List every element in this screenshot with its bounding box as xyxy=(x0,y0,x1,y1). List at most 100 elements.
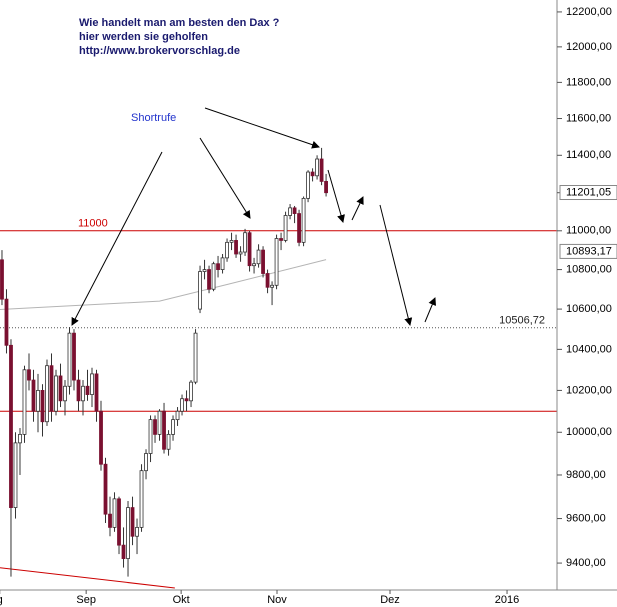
candle-body xyxy=(288,207,292,216)
candle-body xyxy=(76,379,81,402)
x-tick-label: Okt xyxy=(173,594,190,606)
candle-body xyxy=(315,158,319,177)
y-tick-label: 10400,00 xyxy=(566,343,612,355)
candle-body xyxy=(301,197,306,243)
candle-body xyxy=(211,263,216,290)
candle-body xyxy=(207,269,211,290)
candle-body xyxy=(40,390,45,423)
candle-body xyxy=(148,419,153,454)
candle-body xyxy=(279,238,283,241)
y-tick-label: 9400,00 xyxy=(566,557,606,569)
candle-body xyxy=(94,373,99,412)
candle-body xyxy=(27,369,31,381)
candle-body xyxy=(99,410,103,465)
candle-body xyxy=(90,373,94,395)
candle-body xyxy=(292,207,297,214)
candle-body xyxy=(45,365,49,423)
horizontal-line-label: 10506,72 xyxy=(499,315,545,327)
candle-body xyxy=(81,385,85,402)
x-tick-label: Sep xyxy=(76,594,96,606)
x-tick-label: g xyxy=(0,594,3,606)
y-tick-label: 10000,00 xyxy=(566,426,612,438)
y-tick-label: 9600,00 xyxy=(566,512,606,524)
arrow xyxy=(351,196,364,221)
candle-body xyxy=(144,453,148,472)
y-tick-label: 12200,00 xyxy=(566,6,612,18)
candle-body xyxy=(112,498,117,528)
candle-body xyxy=(270,284,274,288)
candle-body xyxy=(184,398,189,402)
candle-body xyxy=(162,410,166,450)
candle-body xyxy=(166,433,171,450)
candle-body xyxy=(67,332,72,387)
candle-body xyxy=(247,232,252,267)
candle-body xyxy=(265,273,270,288)
candle-body xyxy=(238,251,243,255)
annotation: Shortrufe xyxy=(131,112,176,124)
title-line: Wie handelt man am besten den Dax ? xyxy=(79,17,280,29)
price-marker-label: 10893,17 xyxy=(566,245,612,257)
candle-body xyxy=(171,419,175,435)
x-tick-label: Nov xyxy=(267,594,287,606)
candle-body xyxy=(0,259,4,300)
y-tick-label: 11000,00 xyxy=(566,225,611,237)
candle-body xyxy=(234,240,238,255)
price-marker-label: 11201,05 xyxy=(566,186,611,198)
trendline xyxy=(0,567,175,589)
candle-body xyxy=(157,410,162,435)
candle-body xyxy=(9,344,13,508)
title-line: http://www.brokervorschlag.de xyxy=(79,45,240,57)
candle-body xyxy=(31,379,36,412)
arrow xyxy=(199,137,251,219)
candle-body xyxy=(261,249,265,274)
candle-body xyxy=(216,263,220,270)
candle-body xyxy=(193,332,198,383)
candle-body xyxy=(54,375,58,412)
candle-body xyxy=(225,241,229,259)
price-marker xyxy=(559,185,617,201)
y-tick-label: 10600,00 xyxy=(566,303,612,315)
candle-body xyxy=(72,332,76,381)
arrow xyxy=(204,107,320,149)
candle-body xyxy=(310,171,315,177)
candle-body xyxy=(49,365,54,412)
title-line: hier werden sie geholfen xyxy=(79,31,208,43)
candle-body xyxy=(58,375,63,402)
candle-body xyxy=(130,507,135,537)
arrow xyxy=(71,151,163,326)
y-tick-label: 11800,00 xyxy=(566,76,611,88)
x-tick-label: 2016 xyxy=(495,594,519,606)
y-tick-label: 11400,00 xyxy=(566,149,611,161)
price-marker xyxy=(559,243,617,259)
candle-body xyxy=(319,158,324,182)
candle-body xyxy=(198,271,202,310)
y-tick-label: 9800,00 xyxy=(566,469,606,481)
candle-body xyxy=(175,410,180,421)
plot-area: 11000 10506,72 xyxy=(0,147,557,589)
candle-body xyxy=(103,463,108,515)
candle-body xyxy=(139,470,144,528)
candle-body xyxy=(4,298,9,346)
candle-body xyxy=(85,385,90,395)
candle-body xyxy=(117,498,121,546)
candle-body xyxy=(274,238,279,286)
candle-body xyxy=(126,507,130,559)
arrow xyxy=(424,297,436,323)
candle-body xyxy=(36,390,40,412)
candle-body xyxy=(252,263,256,267)
y-tick-label: 10200,00 xyxy=(566,384,612,396)
candle-body xyxy=(13,442,18,508)
y-tick-label: 10800,00 xyxy=(566,263,612,275)
candle-body xyxy=(135,526,139,537)
candle-body xyxy=(229,240,234,243)
candle-body xyxy=(63,385,67,402)
x-tick-label: Dez xyxy=(380,594,400,606)
arrow xyxy=(379,204,413,326)
candle-body xyxy=(306,171,310,199)
candle-body xyxy=(297,213,301,243)
candle-body xyxy=(202,269,207,272)
candle-body xyxy=(220,257,225,270)
arrow xyxy=(327,169,345,223)
